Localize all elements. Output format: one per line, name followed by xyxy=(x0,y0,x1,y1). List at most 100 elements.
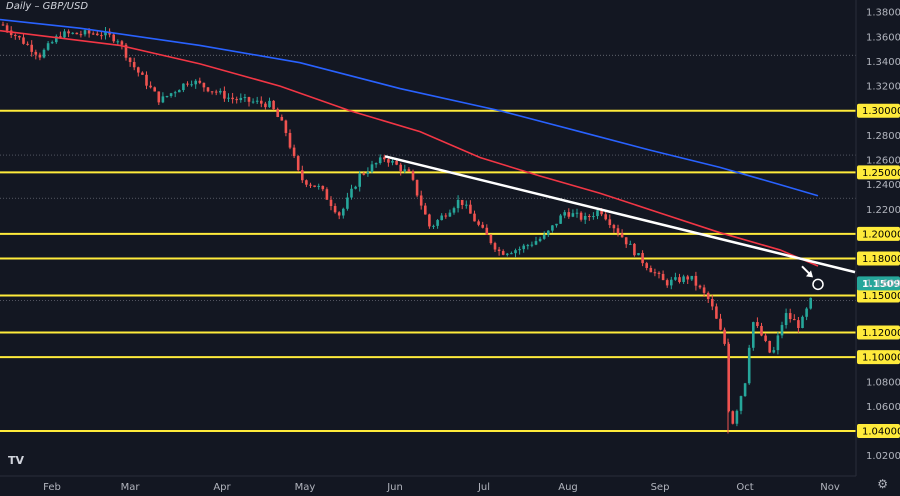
candle-body xyxy=(268,100,271,108)
candle-body xyxy=(46,43,50,50)
candle-body xyxy=(366,171,370,174)
candle-body xyxy=(63,31,66,38)
candle-body xyxy=(342,208,345,216)
candle-body xyxy=(149,85,152,88)
candle-body xyxy=(419,195,423,206)
candle-body xyxy=(333,205,337,213)
candle-body xyxy=(296,156,300,171)
candle-body xyxy=(620,233,624,238)
candle-body xyxy=(784,313,788,326)
y-tick-label: 1.24000 xyxy=(866,180,900,191)
candle-body xyxy=(780,325,784,336)
annotation-arrow-head xyxy=(806,270,813,278)
candle-body xyxy=(637,253,640,256)
gear-icon[interactable]: ⚙ xyxy=(877,477,888,491)
candle-body xyxy=(485,227,489,235)
price-axis[interactable]: 1.38000 1.36000 1.34000 1.32000 1.28000 1.260… xyxy=(866,8,900,463)
candle-body xyxy=(793,319,796,321)
candle-body xyxy=(34,51,38,55)
x-tick-label: Feb xyxy=(43,482,61,493)
candle-body xyxy=(432,225,435,227)
candle-body xyxy=(116,41,120,43)
x-tick-label: Aug xyxy=(558,482,578,493)
level-label: 1.30000 xyxy=(862,106,900,117)
tradingview-logo[interactable]: TV xyxy=(8,454,32,470)
candle-body xyxy=(776,335,780,351)
candle-body xyxy=(137,67,140,73)
candle-body xyxy=(288,132,292,148)
candle-body xyxy=(452,208,456,213)
y-tick-label: 1.32000 xyxy=(866,82,900,93)
candle-body xyxy=(83,30,87,35)
x-tick-label: Jun xyxy=(386,482,403,493)
candle-body xyxy=(592,216,595,218)
candle-body xyxy=(383,157,386,160)
candle-body xyxy=(719,318,722,330)
candle-body xyxy=(723,329,726,344)
candle-body xyxy=(313,185,316,187)
level-label-box xyxy=(857,251,900,266)
level-label-box xyxy=(857,288,900,303)
candle-body xyxy=(633,243,636,256)
candle-body xyxy=(477,221,480,225)
candle-body xyxy=(415,179,419,196)
level-label-box xyxy=(857,165,900,180)
candle-body xyxy=(42,49,46,58)
candle-body xyxy=(678,277,681,283)
candle-body xyxy=(670,279,673,286)
candle-body xyxy=(694,275,698,286)
y-tick-label: 1.08000 xyxy=(866,377,900,388)
candle-body xyxy=(50,42,54,44)
candle-body xyxy=(272,100,275,110)
x-tick-label: Oct xyxy=(736,482,753,493)
candle-body xyxy=(124,44,128,58)
candle-body xyxy=(768,340,771,353)
y-tick-label: 1.16000 xyxy=(866,279,900,290)
candle-body xyxy=(624,237,628,245)
candle-body xyxy=(214,91,218,93)
candle-body xyxy=(661,273,665,281)
candle-body xyxy=(255,100,259,102)
trendline xyxy=(384,155,856,274)
candle-body xyxy=(325,189,329,200)
candle-body xyxy=(104,31,107,36)
candle-body xyxy=(79,34,83,36)
candle-body xyxy=(370,164,374,172)
candle-body xyxy=(346,197,349,209)
candle-body xyxy=(772,350,776,353)
y-tick-label: 1.34000 xyxy=(866,57,900,68)
candle-body xyxy=(260,100,263,104)
candle-body xyxy=(251,101,255,103)
candle-body xyxy=(743,383,747,397)
candle-body xyxy=(178,90,181,93)
horizontal-levels[interactable]: 1.30000 1.25000 1.20000 1.18000 1.15000 1.120… xyxy=(0,103,900,439)
candle-body xyxy=(588,216,591,218)
candle-body xyxy=(67,31,70,34)
candle-body xyxy=(686,276,689,280)
candle-body xyxy=(231,97,234,100)
candle-body xyxy=(612,225,616,229)
candle-body xyxy=(489,234,493,244)
candle-body xyxy=(690,275,694,280)
candle-body xyxy=(473,213,476,222)
candle-body xyxy=(1,24,5,26)
candle-body xyxy=(428,214,431,227)
candle-body xyxy=(100,35,103,37)
candle-body xyxy=(456,199,460,209)
candle-body xyxy=(801,316,804,328)
moving-average-line xyxy=(0,18,819,197)
candle-body xyxy=(309,184,312,186)
x-tick-label: Apr xyxy=(213,482,231,493)
candle-body xyxy=(809,297,812,309)
y-tick-label: 1.38000 xyxy=(866,8,900,19)
candle-body xyxy=(374,163,378,165)
candle-body xyxy=(182,83,185,91)
candle-body xyxy=(198,80,202,83)
time-axis[interactable]: Feb Mar Apr May Jun Jul Aug Sep Oct Nov xyxy=(43,482,840,493)
candle-body xyxy=(145,74,148,86)
candle-body xyxy=(243,97,247,99)
level-label: 1.25000 xyxy=(862,168,900,179)
candle-body xyxy=(501,251,505,255)
candle-body xyxy=(514,250,517,254)
